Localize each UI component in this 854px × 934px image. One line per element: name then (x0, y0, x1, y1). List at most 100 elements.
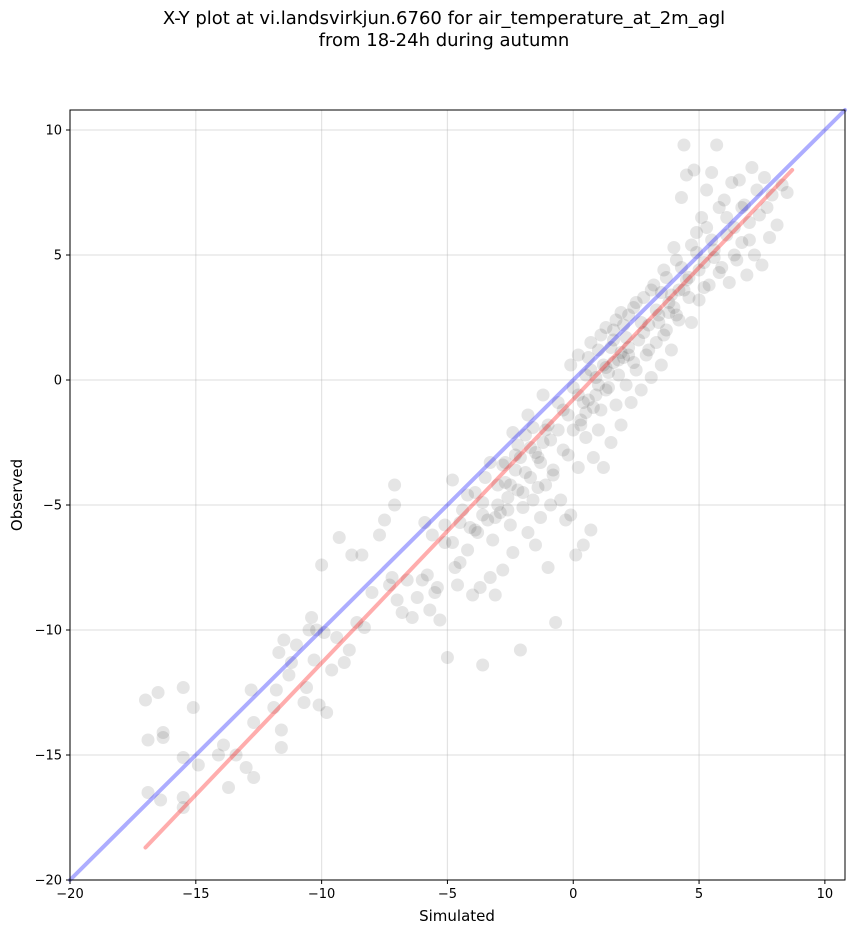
data-point (445, 473, 459, 487)
data-point (710, 138, 724, 152)
data-point (695, 211, 709, 224)
data-point (508, 448, 522, 462)
data-point (498, 476, 512, 489)
data-point (289, 638, 303, 652)
data-point (274, 741, 288, 754)
data-point (274, 723, 288, 737)
axis-ticks: −20 −15 −10 −5 0 5 10 −20 −15 −10 −5 0 5 10 (35, 124, 834, 903)
data-point (732, 173, 746, 187)
x-tick-label: 0 (569, 887, 577, 902)
data-point (428, 586, 442, 599)
data-point (692, 263, 706, 277)
data-point (438, 536, 452, 549)
data-point (566, 423, 580, 437)
data-point (521, 408, 535, 422)
data-point (388, 478, 402, 492)
data-point (176, 791, 190, 804)
data-point (176, 681, 190, 694)
data-point (652, 316, 666, 329)
data-point (702, 278, 716, 292)
data-point (672, 283, 686, 297)
data-point (619, 378, 633, 392)
data-point (589, 371, 603, 384)
data-point (652, 308, 666, 322)
data-point (267, 701, 281, 714)
y-axis-label: Observed (8, 459, 26, 531)
data-point (395, 606, 409, 619)
data-point (657, 328, 671, 342)
data-point (332, 531, 346, 544)
data-point (541, 418, 555, 432)
data-point (599, 383, 613, 397)
data-point (674, 261, 688, 274)
data-point (451, 578, 464, 592)
data-point (466, 588, 480, 602)
data-point (229, 748, 243, 762)
data-point (284, 656, 298, 669)
data-point (476, 496, 490, 509)
data-point (433, 613, 447, 627)
data-point (634, 383, 648, 397)
data-point (700, 221, 714, 234)
data-point (690, 226, 704, 239)
data-point (244, 683, 258, 697)
data-point (564, 358, 578, 372)
chart-title-block: X-Y plot at vi.landsvirkjun.6760 for air… (0, 8, 854, 52)
data-point (742, 216, 756, 229)
data-point (692, 293, 706, 307)
data-point (312, 698, 326, 712)
data-point (300, 681, 314, 694)
data-point (320, 706, 334, 719)
data-point (735, 236, 749, 249)
data-point (561, 448, 575, 462)
data-point (672, 313, 686, 327)
data-point (430, 581, 444, 594)
regression-line (143, 168, 795, 850)
data-point (584, 523, 598, 537)
data-point (667, 301, 681, 314)
x-tick-label: 5 (695, 887, 703, 902)
data-point (624, 396, 638, 409)
data-point (659, 323, 673, 337)
data-point (569, 548, 583, 562)
data-point (664, 343, 678, 357)
data-point (614, 346, 628, 359)
data-point (342, 643, 356, 657)
data-point (644, 371, 658, 384)
data-point (541, 561, 555, 574)
identity-line (68, 108, 847, 882)
data-point (707, 251, 721, 264)
data-point (707, 243, 721, 257)
data-point (607, 356, 621, 369)
data-point (526, 421, 540, 434)
data-point (574, 418, 588, 432)
data-point (453, 556, 467, 569)
data-point (491, 478, 505, 492)
y-tick-label: 10 (45, 124, 62, 139)
data-point (508, 463, 522, 477)
data-point (622, 308, 636, 322)
data-point (521, 526, 535, 539)
data-point (461, 488, 475, 502)
data-point (654, 286, 668, 299)
data-point (627, 356, 641, 369)
data-point (584, 336, 598, 349)
data-point (503, 478, 517, 492)
data-point (662, 306, 676, 319)
data-point (730, 253, 744, 267)
reference-lines (68, 108, 847, 882)
data-point (574, 413, 588, 427)
data-point (506, 426, 520, 439)
data-point (456, 503, 470, 517)
data-point (747, 248, 761, 262)
data-point (551, 423, 565, 437)
data-point (445, 536, 459, 549)
data-point (685, 238, 699, 252)
plot-frame (69, 109, 846, 881)
data-point (647, 278, 661, 292)
data-point (330, 631, 344, 644)
data-point (674, 191, 688, 204)
data-point (632, 333, 646, 347)
data-point (493, 506, 507, 519)
data-point (659, 271, 673, 284)
